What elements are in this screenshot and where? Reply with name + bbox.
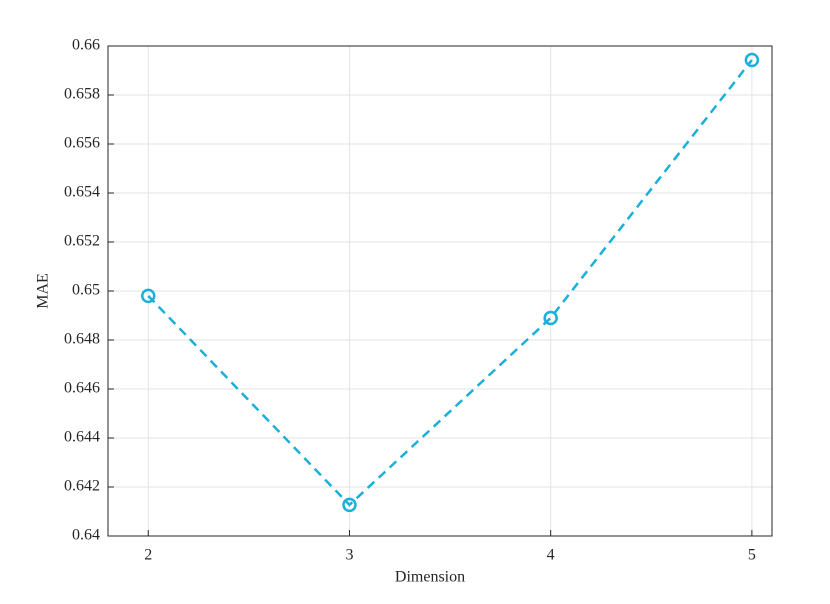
x-tick-label: 3 [345,547,353,564]
data-point [543,310,558,326]
y-tick-label: 0.64 [72,527,100,544]
data-point [342,497,357,513]
y-tick-label: 0.65 [72,282,100,299]
x-tick-label: 5 [748,547,756,564]
y-tick-label: 0.648 [64,331,100,348]
x-tick-label: 4 [547,547,555,564]
y-tick-label: 0.644 [64,429,100,446]
y-tick-label: 0.652 [64,233,100,250]
x-axis-label: Dimension [395,569,465,586]
y-tick-label: 0.656 [64,135,100,152]
y-tick-label: 0.658 [64,86,100,103]
plot-frame [107,45,773,537]
y-tick-label: 0.66 [72,37,100,54]
y-axis-label: MAE [35,273,52,309]
y-tick-label: 0.654 [64,184,100,201]
data-line [147,59,753,507]
y-tick-label: 0.646 [64,380,100,397]
y-tick-label: 0.642 [64,478,100,495]
x-tick-label: 2 [144,547,152,564]
data-point [744,52,760,68]
data-point [140,288,156,304]
